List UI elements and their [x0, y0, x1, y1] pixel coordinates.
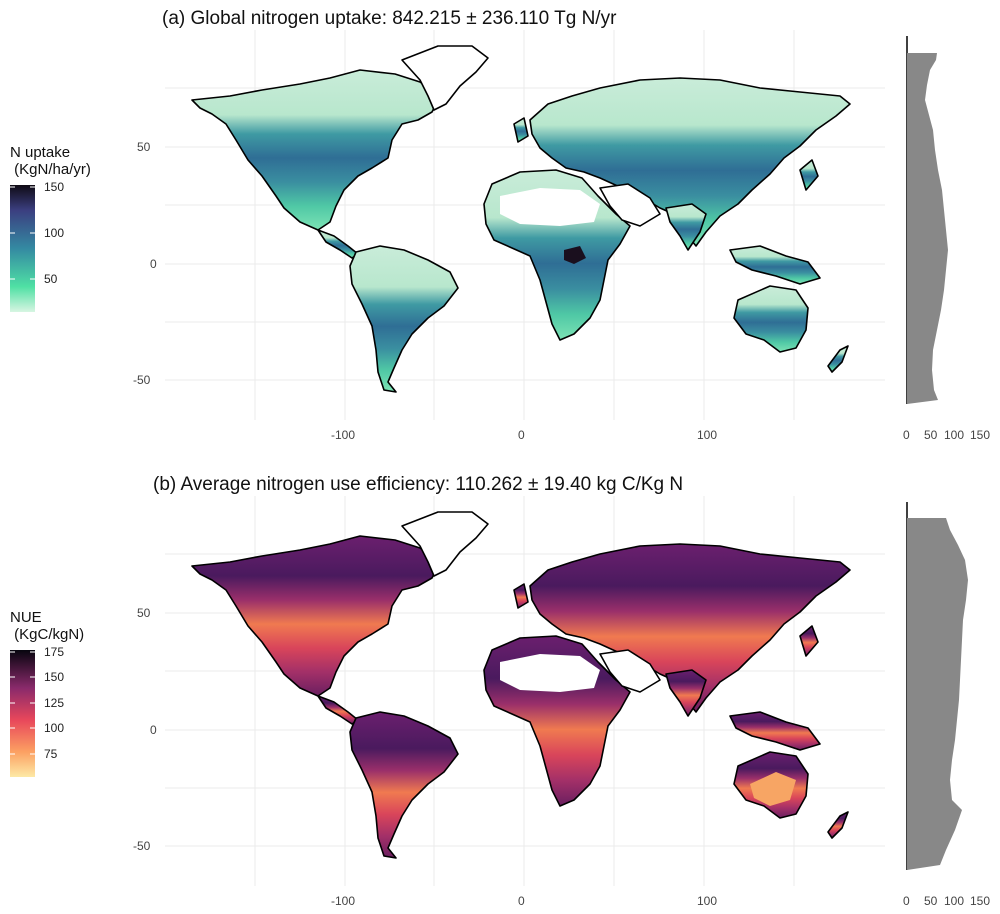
- panel-b-arabia: [599, 649, 661, 693]
- panel-a-legend-tick-150: 150: [44, 180, 65, 194]
- panel-a-greenland: [401, 45, 489, 111]
- panel-a-hist-tick-50: 50: [924, 428, 938, 442]
- panel-a-hist-tick-100: 100: [944, 428, 965, 442]
- panel-b-hist-tick-0: 0: [903, 894, 910, 908]
- panel-b-ytick-50: 50: [137, 606, 151, 620]
- panel-a-north-america: [191, 69, 441, 231]
- panel-b-hist-tick-100: 100: [944, 894, 965, 908]
- panel-a-colorbar-ticks: [10, 186, 35, 280]
- panel-a-hist-tick-0: 0: [903, 428, 910, 442]
- panel-b-legend-tick-150: 150: [44, 670, 65, 684]
- panel-b-central-america: [317, 695, 359, 725]
- panel-b-map: [165, 496, 885, 886]
- panel-a-xtick-neg100: -100: [331, 428, 356, 442]
- panel-b-australia-interior: [750, 772, 796, 806]
- panel-a-eurasia: [529, 77, 851, 247]
- panel-a-legend-tick-100: 100: [44, 226, 65, 240]
- panel-a-congo-hotspot: [564, 246, 586, 264]
- panel-b-hist-tick-150: 150: [970, 894, 991, 908]
- panel-a-ytick-0: 0: [150, 257, 157, 271]
- panel-b-legend-tick-175: 175: [44, 645, 65, 659]
- panel-a-xtick-0: 0: [518, 428, 525, 442]
- panel-b-north-america: [191, 535, 441, 697]
- panel-b-xtick-neg100: -100: [331, 894, 356, 908]
- panel-a-arabia: [599, 183, 661, 227]
- panel-b-histogram: [906, 502, 968, 870]
- panel-a-histogram-bars: [907, 53, 948, 404]
- panel-b-sahara: [500, 654, 600, 692]
- panel-b-legend-title: NUE (KgC/kgN): [10, 609, 85, 643]
- panel-b-se-asia: [729, 711, 821, 751]
- panel-a-ytick-50: 50: [137, 140, 151, 154]
- panel-a-sahara: [500, 188, 600, 226]
- panel-a-central-america: [317, 229, 359, 259]
- panel-b-eurasia: [529, 543, 851, 713]
- panel-b-new-zealand: [827, 811, 849, 839]
- panel-a-hist-tick-150: 150: [970, 428, 991, 442]
- panel-a-new-zealand: [827, 345, 849, 373]
- panel-b-histogram-bars: [907, 518, 968, 870]
- panel-a-legend-title: N uptake (KgN/ha/yr): [10, 144, 91, 178]
- panel-b-colorbar-ticks: [10, 651, 35, 755]
- panel-b-xtick-100: 100: [697, 894, 718, 908]
- panel-a-ytick-neg50: -50: [133, 373, 151, 387]
- panel-a-uk: [513, 117, 529, 143]
- panel-b-japan: [799, 625, 819, 657]
- panel-a-australia: [733, 285, 809, 353]
- panel-b-greenland: [401, 511, 489, 577]
- panel-a-south-america: [349, 245, 459, 393]
- panel-b-colorbar: [10, 650, 35, 777]
- panel-b-ytick-neg50: -50: [133, 839, 151, 853]
- panel-a-histogram: [906, 36, 948, 404]
- panel-a-india: [665, 203, 707, 251]
- panel-a-legend-tick-50: 50: [44, 272, 58, 286]
- panel-a-colorbar: [10, 185, 35, 312]
- panel-a-japan: [799, 159, 819, 191]
- panel-b-ytick-0: 0: [150, 723, 157, 737]
- panel-a-map: [165, 30, 885, 420]
- panel-a-title: (a) Global nitrogen uptake: 842.215 ± 23…: [162, 8, 617, 29]
- panel-b-legend-tick-75: 75: [44, 747, 58, 761]
- panel-b-hist-tick-50: 50: [924, 894, 938, 908]
- panel-b-south-america: [349, 711, 459, 859]
- panel-a-se-asia: [729, 245, 821, 285]
- panel-a-xtick-100: 100: [697, 428, 718, 442]
- panel-b-xtick-0: 0: [518, 894, 525, 908]
- panel-b-legend-tick-125: 125: [44, 696, 65, 710]
- panel-b-legend-tick-100: 100: [44, 721, 65, 735]
- panel-b-india: [665, 669, 707, 717]
- panel-b-uk: [513, 583, 529, 609]
- panel-b-title: (b) Average nitrogen use efficiency: 110…: [153, 474, 684, 495]
